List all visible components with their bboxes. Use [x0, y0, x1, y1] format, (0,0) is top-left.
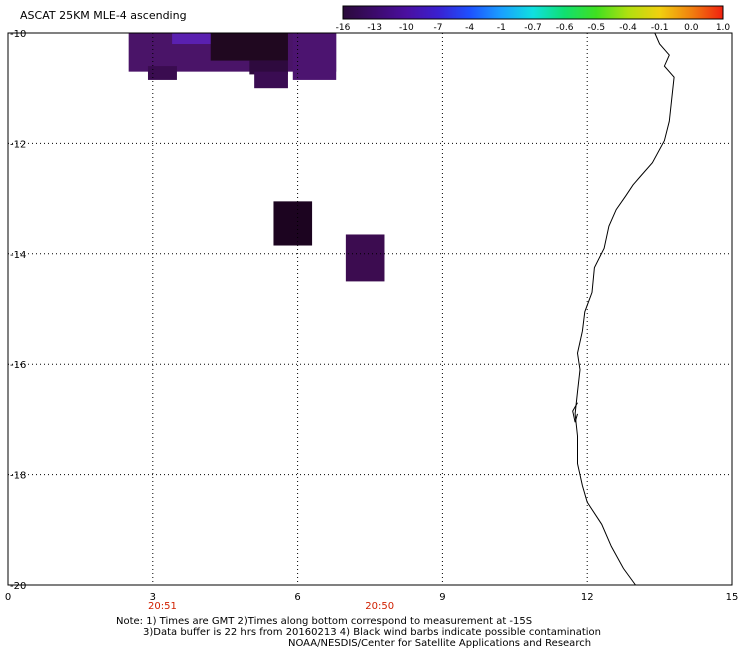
y-tick-label: -16 [10, 360, 26, 371]
coastline [574, 32, 675, 586]
colorbar-label: -0.7 [524, 23, 542, 33]
y-tick-label: -20 [10, 581, 26, 592]
colorbar-label: -7 [434, 23, 443, 33]
wind-cell [249, 60, 288, 75]
colorbar-label: -0.4 [619, 23, 637, 33]
map-plot: 0 3 6 9 12 15 -10 -12 -14 -16 -18 -20 20:51 20:50 [5, 29, 739, 610]
colorbar-label: -0.1 [651, 23, 669, 33]
x-tick-label: 12 [581, 592, 594, 603]
colorbar-label: -0.5 [588, 23, 606, 33]
wind-cell [345, 234, 385, 282]
colorbar-label: -0.6 [556, 23, 574, 33]
grid-lines [7, 32, 733, 586]
note-line-1: Note: 1) Times are GMT 2)Times along bot… [116, 616, 533, 627]
colorbar-label: -4 [465, 23, 474, 33]
map-title: ASCAT 25KM MLE-4 ascending [20, 9, 187, 22]
x-tick-label: 3 [150, 592, 156, 603]
x-tick-label: 0 [5, 592, 11, 603]
colorbar: -16 -13 -10 -7 -4 -1 -0.7 -0.6 -0.5 -0.4 -0.1 0.0 1.… [336, 5, 731, 33]
coastline-bay [572, 402, 578, 423]
time-label: 20:51 [148, 601, 177, 610]
y-tick-label: -10 [10, 29, 26, 40]
time-label: 20:50 [365, 601, 394, 610]
note-line-3: NOAA/NESDIS/Center for Satellite Applica… [288, 638, 592, 649]
y-tick-label: -14 [10, 250, 26, 261]
wind-cell [254, 71, 288, 89]
x-tick-label: 6 [294, 592, 300, 603]
wind-cell [147, 66, 177, 80]
wind-cell [172, 33, 221, 45]
map-frame [7, 32, 733, 586]
wind-cell [273, 201, 313, 246]
x-tick-label: 9 [439, 592, 445, 603]
wind-cell [292, 33, 337, 80]
note-line-2: 3)Data buffer is 22 hrs from 20160213 4)… [143, 627, 601, 638]
colorbar-label: -1 [497, 23, 506, 33]
colorbar-label: -16 [336, 23, 351, 33]
wind-cell [210, 33, 288, 61]
y-tick-label: -18 [10, 471, 26, 482]
colorbar-gradient [342, 5, 724, 20]
colorbar-label: -10 [399, 23, 414, 33]
colorbar-label: 1.0 [716, 23, 731, 33]
colorbar-label: 0.0 [684, 23, 699, 33]
y-tick-label: -12 [10, 139, 26, 150]
x-tick-label: 15 [726, 592, 739, 603]
colorbar-label: -13 [367, 23, 382, 33]
